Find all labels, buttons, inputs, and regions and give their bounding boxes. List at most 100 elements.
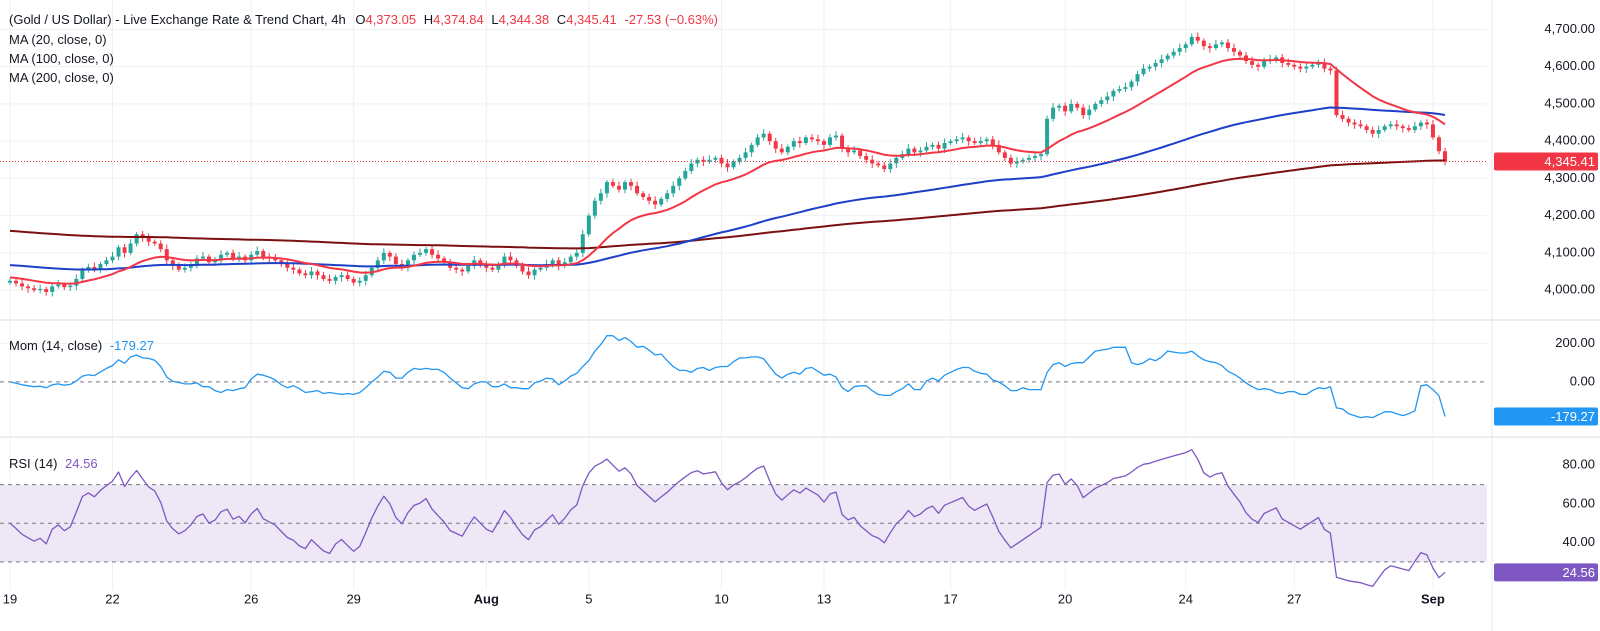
x-tick-label: 5 — [585, 591, 592, 606]
change-value: -27.53 (−0.63%) — [624, 12, 719, 27]
candle-body — [1111, 90, 1116, 97]
candle-body — [538, 267, 543, 270]
candle-body — [725, 163, 730, 168]
candle-body — [20, 283, 25, 287]
candle-body — [68, 285, 73, 288]
candle-body — [1334, 70, 1339, 116]
candle-body — [1045, 118, 1050, 155]
candle-body — [128, 243, 133, 253]
candle-body — [1274, 57, 1279, 60]
candle-body — [1304, 66, 1309, 69]
x-tick-label: Sep — [1421, 591, 1445, 606]
candle-body — [1406, 128, 1411, 130]
candle-body — [1057, 105, 1062, 108]
close-label: C — [556, 12, 567, 27]
candle-body — [647, 197, 652, 201]
high-value: 4,374.84 — [433, 12, 484, 27]
price-tick-label: 4,200.00 — [1544, 207, 1595, 222]
ma200-legend[interactable]: MA (200, close, 0) — [9, 70, 114, 85]
candle-body — [574, 252, 579, 257]
candle-body — [1382, 126, 1387, 130]
candle-body — [803, 137, 808, 144]
candle-body — [1183, 44, 1188, 49]
candle-body — [846, 148, 851, 153]
candle-body — [1093, 103, 1098, 110]
chart-title: (Gold / US Dollar) - Live Exchange Rate … — [9, 12, 346, 27]
candle-body — [1051, 107, 1056, 119]
rsi-legend[interactable]: RSI (14) 24.56 — [9, 456, 98, 472]
candle-body — [466, 265, 471, 272]
momentum-tick-label: 0.00 — [1570, 373, 1595, 388]
candle-body — [285, 264, 290, 268]
candle-body — [918, 150, 923, 153]
candle-body — [1195, 36, 1200, 41]
candle-body — [14, 280, 19, 284]
candle-body — [1418, 122, 1423, 127]
candle-body — [261, 251, 266, 257]
candle-body — [1340, 115, 1345, 119]
price-tick-label: 4,600.00 — [1544, 58, 1595, 73]
candle-body — [110, 256, 115, 261]
x-tick-label: 17 — [943, 591, 957, 606]
candle-body — [785, 146, 790, 153]
candle-body — [1346, 118, 1351, 123]
x-tick-label: 24 — [1179, 591, 1193, 606]
rsi-tick-label: 60.00 — [1562, 495, 1595, 510]
candle-body — [948, 141, 953, 144]
candle-body — [767, 133, 772, 142]
candle-body — [357, 280, 362, 283]
candle-body — [683, 170, 688, 179]
candle-body — [62, 284, 67, 288]
price-tick-label: 4,500.00 — [1544, 95, 1595, 110]
candle-body — [586, 215, 591, 235]
candle-body — [1310, 64, 1315, 67]
candle-body — [170, 260, 175, 266]
candle-body — [978, 141, 983, 144]
low-label: L — [491, 12, 499, 27]
price-tick-label: 4,700.00 — [1544, 21, 1595, 36]
candle-body — [743, 152, 748, 158]
candle-body — [309, 271, 314, 276]
candle-body — [1424, 122, 1429, 125]
candle-body — [852, 150, 857, 153]
candle-body — [333, 277, 338, 281]
candle-body — [1238, 51, 1242, 56]
candle-body — [894, 157, 899, 164]
candle-body — [1298, 66, 1303, 69]
candle-body — [92, 267, 97, 269]
candle-body — [1129, 81, 1134, 88]
candle-body — [405, 260, 410, 268]
candle-body — [50, 286, 55, 292]
x-tick-label: 19 — [3, 591, 17, 606]
rsi-band — [0, 484, 1487, 562]
x-tick-label: 13 — [817, 591, 831, 606]
candle-body — [568, 256, 573, 263]
ma100-legend[interactable]: MA (100, close, 0) — [9, 51, 114, 66]
candle-body — [375, 260, 380, 268]
x-tick-label: 29 — [346, 591, 360, 606]
candle-body — [1262, 61, 1267, 67]
momentum-legend[interactable]: Mom (14, close) -179.27 — [9, 338, 154, 354]
candle-body — [707, 159, 712, 162]
candle-body — [580, 234, 585, 253]
ma20-legend[interactable]: MA (20, close, 0) — [9, 32, 107, 47]
candle-body — [906, 148, 911, 155]
candle-body — [972, 141, 977, 144]
candle-body — [430, 249, 435, 255]
candle-body — [1376, 129, 1381, 134]
candle-body — [882, 165, 887, 170]
candle-body — [858, 150, 863, 157]
candle-body — [345, 275, 350, 279]
candle-body — [779, 148, 784, 153]
candle-body — [176, 265, 181, 270]
candle-body — [773, 141, 778, 149]
rsi-badge-label: 24.56 — [1562, 565, 1595, 580]
open-label: O — [355, 12, 366, 27]
candle-body — [502, 256, 507, 265]
candle-body — [713, 157, 718, 160]
candle-body — [701, 159, 706, 162]
rsi-value: 24.56 — [65, 456, 98, 471]
candle-body — [864, 156, 869, 160]
candle-body — [381, 252, 386, 261]
